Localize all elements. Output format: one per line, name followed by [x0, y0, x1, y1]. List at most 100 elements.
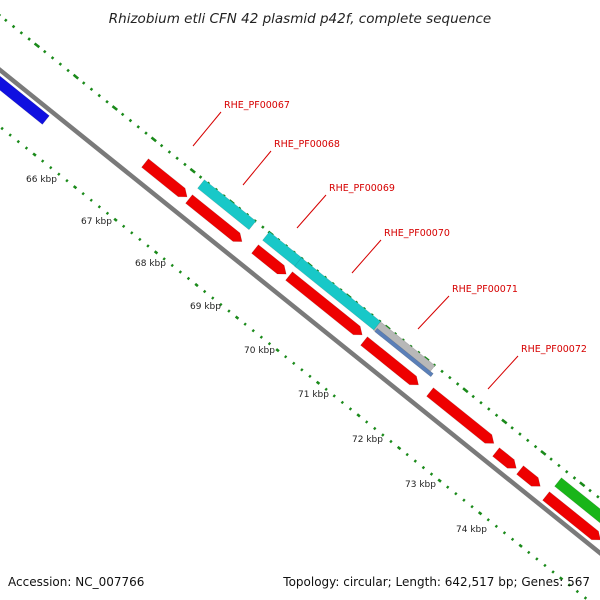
inner-tick-mark [373, 426, 377, 431]
gene-label-rhe-pf00068[interactable]: RHE_PF00068 [274, 139, 340, 150]
inner-tick-mark [49, 165, 53, 170]
inner-tick-mark [138, 237, 142, 242]
inner-tick-mark [502, 531, 507, 535]
outer-tick-mark [462, 387, 469, 394]
inner-tick-mark [405, 452, 409, 457]
gene-rhe-pf00067[interactable] [141, 158, 188, 198]
outer-tick-mark [564, 470, 569, 474]
outer-tick-mark [159, 143, 164, 148]
inner-tick-mark [559, 576, 564, 581]
inner-tick-mark [510, 537, 515, 542]
outer-tick-mark [596, 494, 600, 499]
outer-tick-mark [120, 112, 125, 117]
outer-tick-mark [97, 93, 102, 98]
gene-label-rhe-pf00070[interactable]: RHE_PF00070 [384, 228, 450, 239]
inner-tick-mark [186, 276, 191, 281]
gene-red-small[interactable] [492, 447, 517, 469]
inner-tick-mark [121, 224, 126, 229]
gene-rhe-pf00068[interactable] [185, 194, 243, 242]
inner-tick-mark [324, 387, 328, 392]
outer-tick-mark [261, 225, 265, 229]
gene-cyan-1[interactable] [197, 179, 257, 231]
gene-red-small-2[interactable] [516, 465, 541, 487]
gene-label-rhe-pf00069[interactable]: RHE_PF00069 [329, 183, 395, 194]
inner-tick-mark [219, 302, 223, 307]
outer-tick-mark [588, 488, 592, 493]
accession-text: Accession: NC_007766 [8, 575, 144, 589]
inner-tick-mark [413, 459, 417, 463]
inner-tick-mark [153, 250, 159, 255]
inner-tick-mark [40, 159, 45, 163]
gene-label-rhe-pf00072[interactable]: RHE_PF00072 [521, 344, 587, 355]
kbp-label-69: 69 kbp [190, 302, 221, 312]
inner-tick-mark [308, 374, 312, 379]
gene-red-mid[interactable] [360, 336, 419, 386]
outer-tick-mark [533, 444, 538, 449]
outer-tick-mark [549, 457, 553, 461]
kbp-label-71: 71 kbp [298, 390, 329, 400]
gene-green[interactable] [554, 477, 600, 531]
inner-tick-mark [130, 231, 134, 235]
gene-label-leader [487, 355, 519, 390]
outer-tick-mark [72, 73, 80, 80]
inner-tick-mark [332, 394, 336, 398]
outer-tick-mark [487, 407, 491, 411]
inner-tick-mark [356, 413, 361, 418]
outer-tick-track [0, 13, 600, 499]
outer-tick-mark [440, 369, 444, 374]
inner-tick-mark [259, 335, 264, 339]
inner-tick-mark [551, 570, 555, 574]
gene-label-rhe-pf00067[interactable]: RHE_PF00067 [224, 100, 290, 111]
inner-tick-mark [251, 328, 255, 333]
outer-tick-mark [175, 156, 179, 161]
inner-tick-mark [446, 485, 450, 489]
outer-tick-mark [66, 68, 70, 73]
inner-tick-mark [267, 341, 272, 346]
inner-tick-mark [494, 524, 499, 529]
inner-tick-mark [24, 146, 29, 150]
outer-tick-mark [448, 375, 452, 380]
outer-tick-mark [479, 401, 483, 405]
outer-tick-mark [579, 481, 586, 488]
inner-tick-track [0, 126, 588, 600]
outer-tick-mark [11, 24, 16, 29]
outer-tick-mark [50, 56, 55, 60]
gene-red-right[interactable] [542, 491, 600, 541]
gene-label-leaders [192, 111, 519, 390]
inner-tick-mark [16, 139, 20, 144]
inner-tick-mark [65, 178, 69, 183]
inner-tick-mark [146, 244, 150, 248]
outer-tick-mark [518, 432, 522, 436]
outer-tick-mark [144, 131, 148, 135]
outer-tick-mark [81, 81, 86, 85]
gene-label-rhe-pf00071[interactable]: RHE_PF00071 [452, 284, 518, 295]
outer-tick-mark [494, 413, 499, 418]
outer-tick-mark [33, 42, 41, 49]
gene-label-leader [417, 295, 450, 330]
inner-tick-mark [89, 198, 93, 202]
topology-summary-text: Topology: circular; Length: 642,517 bp; … [282, 575, 590, 589]
inner-tick-mark [462, 498, 466, 502]
outer-tick-mark [105, 99, 109, 104]
outer-tick-mark [557, 463, 561, 468]
inner-tick-mark [0, 126, 4, 131]
outer-tick-mark [58, 62, 63, 66]
inner-tick-mark [234, 315, 240, 320]
gene-steel[interactable] [374, 327, 434, 378]
inner-tick-mark [162, 257, 166, 261]
inner-tick-mark [340, 400, 345, 405]
gene-blue-left[interactable] [0, 75, 50, 125]
inner-tick-mark [567, 583, 571, 587]
inner-tick-mark [470, 504, 474, 509]
gene-rhe-pf00072[interactable] [426, 387, 495, 444]
outer-tick-mark [183, 162, 187, 167]
inner-tick-mark [8, 133, 12, 137]
outer-tick-mark [111, 105, 119, 111]
inner-tick-mark [421, 465, 426, 470]
inner-tick-mark [202, 289, 207, 294]
gene-red-short[interactable] [251, 244, 287, 275]
inner-tick-mark [535, 557, 539, 561]
inner-tick-mark [170, 263, 174, 268]
gene-rhe-pf00070[interactable] [285, 271, 363, 336]
